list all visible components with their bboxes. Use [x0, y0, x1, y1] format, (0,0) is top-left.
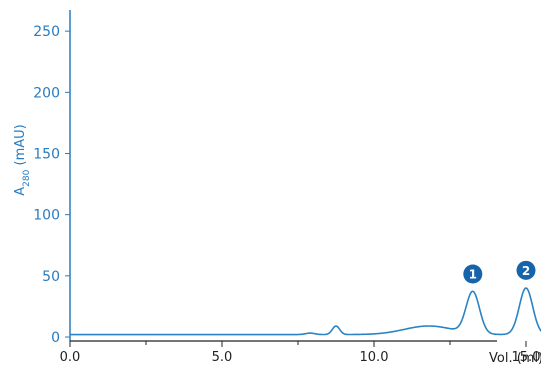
peak-badge-2: 2	[516, 260, 536, 280]
y-tick-label: 0	[51, 330, 60, 346]
y-tick-label: 50	[42, 269, 60, 285]
y-tick-label: 100	[33, 208, 60, 224]
y-tick-label: 200	[33, 85, 60, 101]
peak-badge-number: 1	[469, 267, 477, 281]
x-tick-label: 0.0	[60, 350, 81, 365]
peak-badge-circle	[463, 264, 483, 284]
y-axis-label-main: A	[13, 187, 28, 196]
x-tick-label: 15.0	[512, 350, 541, 365]
y-axis-label-subscript: 280	[22, 169, 32, 186]
y-axis-label: A280 (mAU)	[13, 124, 32, 195]
peak-badge-1: 1	[463, 264, 483, 284]
y-tick-label: 150	[33, 146, 60, 162]
peak-badge-circle	[516, 260, 536, 280]
x-tick-label: 5.0	[212, 350, 233, 365]
y-axis-label-unit: (mAU)	[13, 124, 28, 169]
y-axis: 0 50 100 150 200 250	[33, 10, 71, 346]
x-tick-label: 10.0	[360, 350, 389, 365]
peak-annotations: 12345	[463, 260, 536, 284]
x-axis: 0.05.010.015.020.025.0	[60, 340, 541, 365]
absorbance-trace-line	[70, 287, 541, 336]
y-tick-label: 250	[33, 24, 60, 40]
peak-badge-number: 2	[522, 264, 530, 278]
x-axis-label: Vol. (ml)	[489, 351, 541, 365]
